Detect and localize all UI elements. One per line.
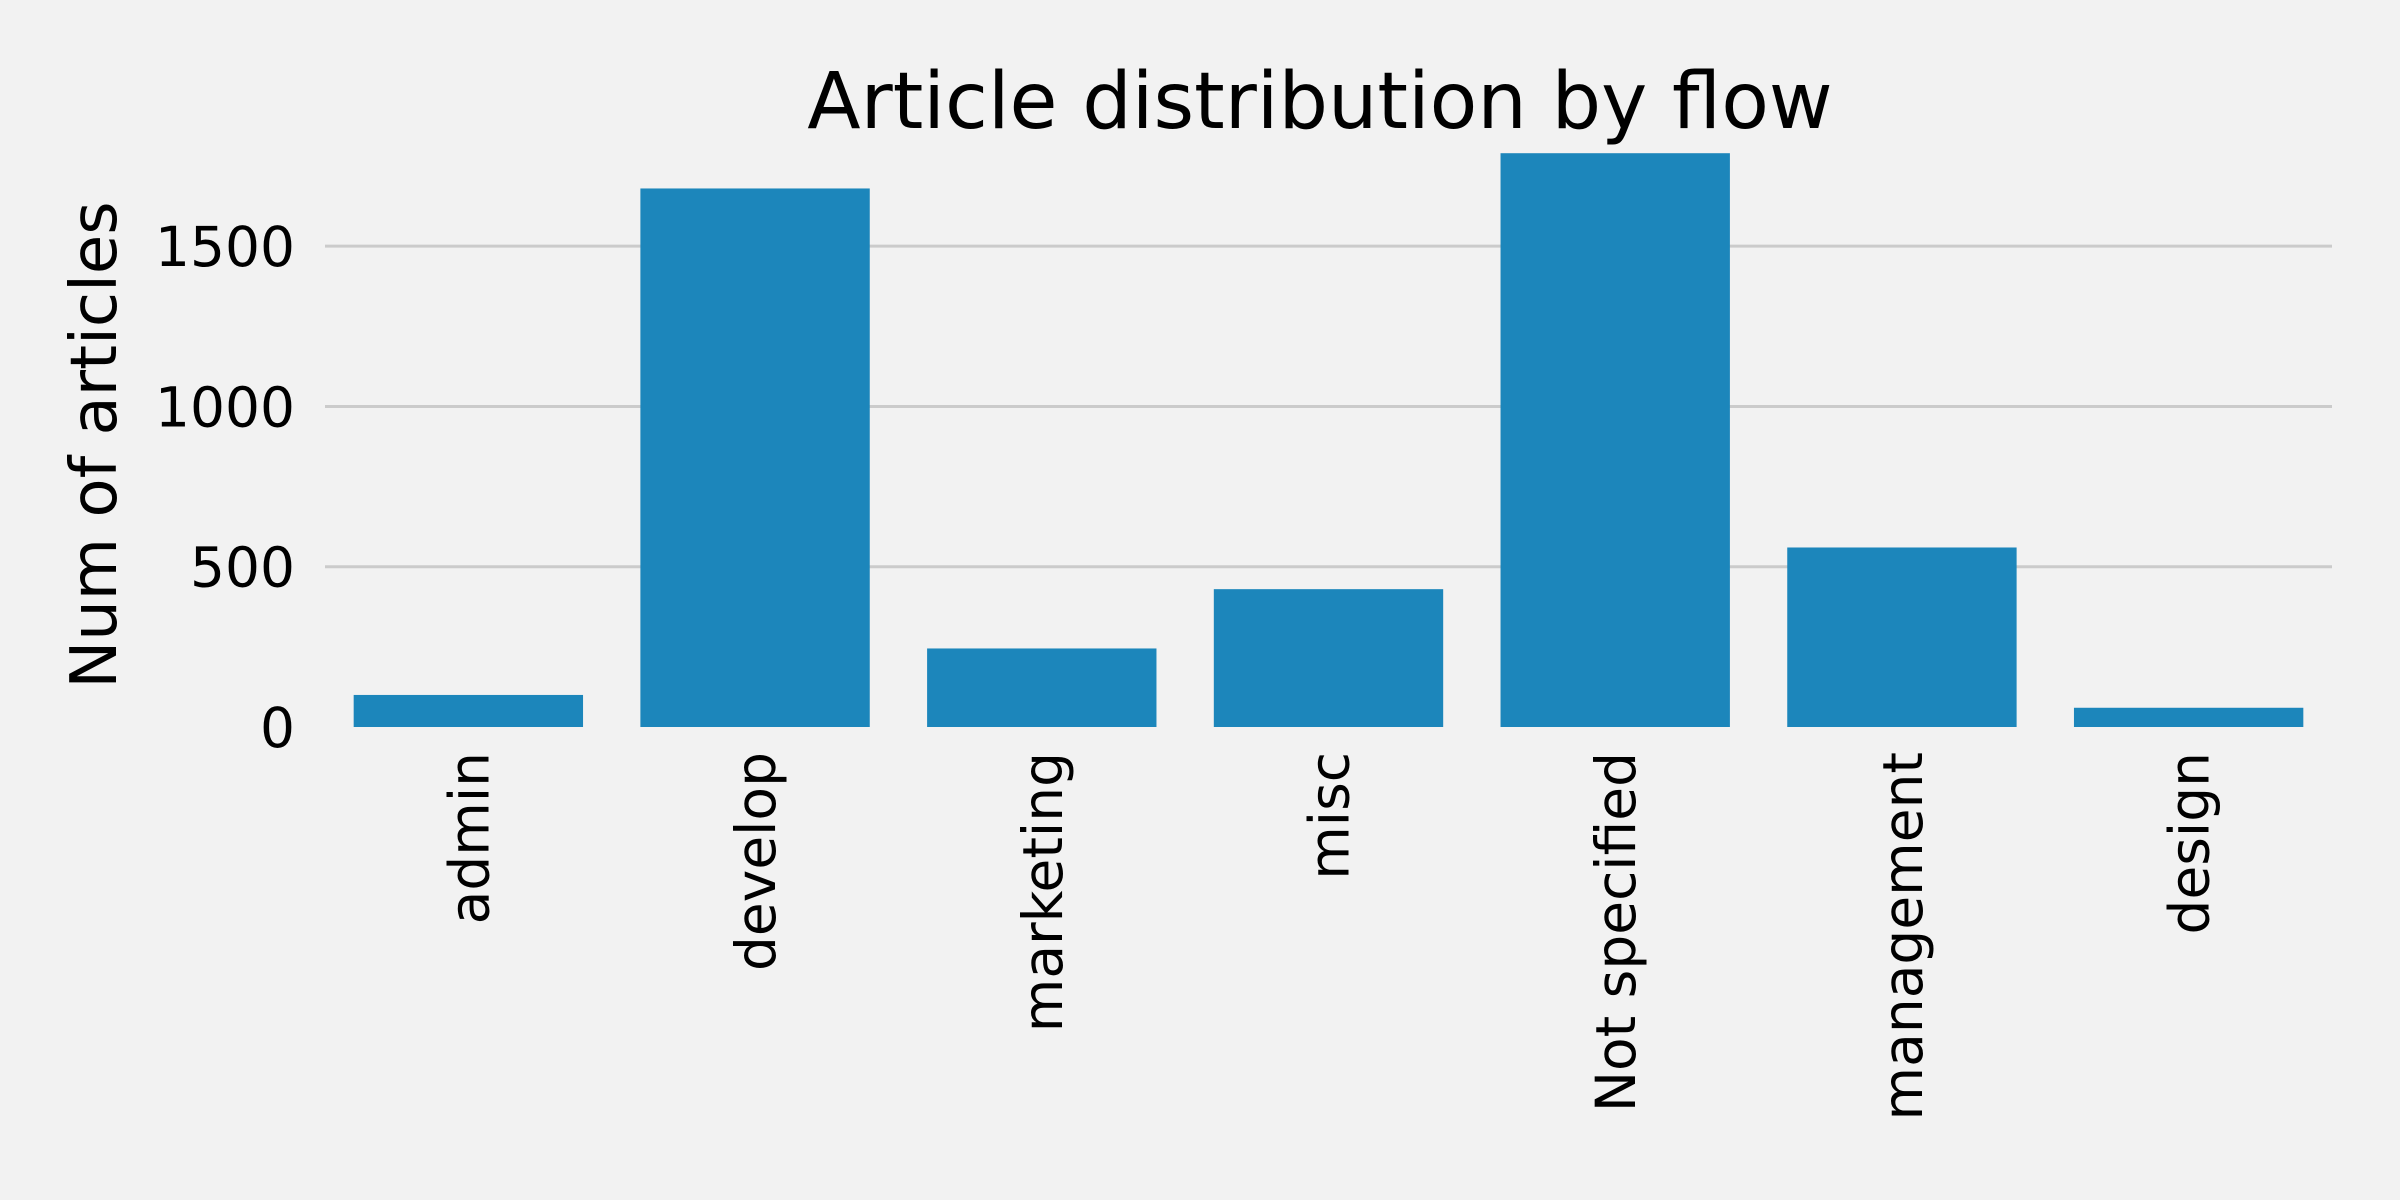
x-tick-label-0: admin [437,752,501,924]
bar-6 [2073,707,2304,727]
y-tick-label-2: 1000 [155,375,295,439]
bar-5 [1787,547,2017,727]
y-tick-label-3: 1500 [155,215,295,279]
x-tick-label-4: Not specified [1584,752,1648,1112]
x-tick-label-5: management [1871,752,1935,1120]
bar-2 [927,648,1157,727]
y-tick-labels: 0 500 1000 1500 [155,215,295,760]
bar-0 [353,694,584,727]
y-tick-label-0: 0 [260,696,295,760]
chart-title: Article distribution by flow [807,57,1832,147]
x-tick-labels: admin develop marketing misc Not specified ma… [437,752,2221,1120]
x-tick-label-6: design [2158,752,2222,934]
bar-1 [640,188,870,727]
y-axis-label: Num of articles [58,201,132,688]
x-tick-label-1: develop [724,752,788,971]
x-tick-label-2: marketing [1011,752,1075,1032]
bar-3 [1213,589,1444,727]
bars [353,153,2304,727]
y-tick-label-1: 500 [190,536,295,600]
x-tick-label-3: misc [1298,752,1362,880]
bar-4 [1500,153,1730,727]
